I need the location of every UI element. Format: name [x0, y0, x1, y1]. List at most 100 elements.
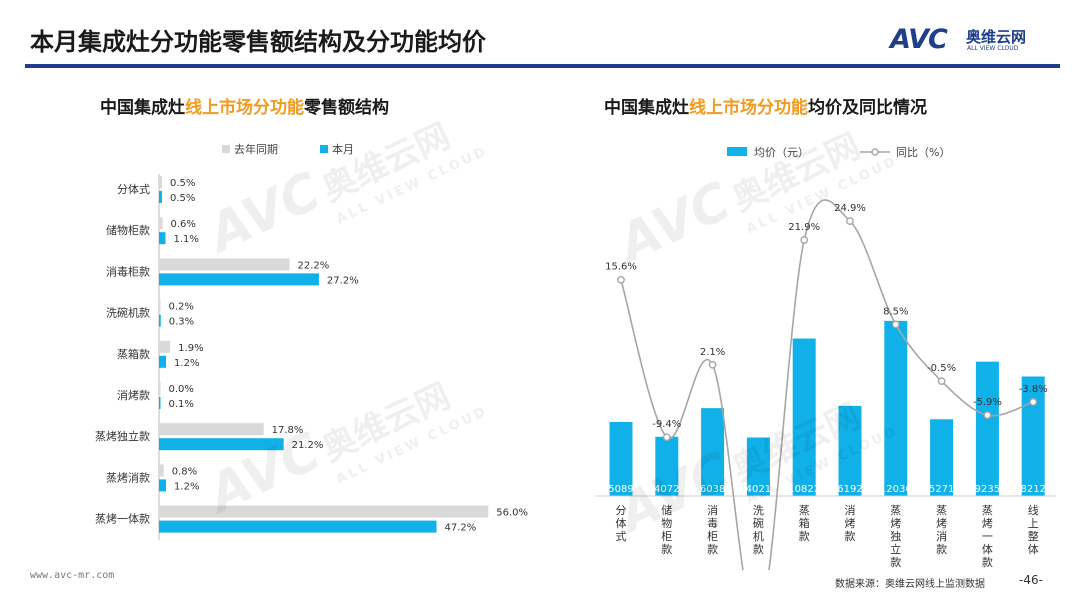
category-label: 消毒柜款	[106, 264, 150, 278]
yoy-point	[1029, 398, 1038, 406]
category-label-char: 款	[845, 529, 856, 543]
bar-last-year	[159, 423, 264, 436]
legend-label-current: 本月	[332, 142, 354, 156]
legend-swatch-price	[727, 147, 747, 156]
bar-current	[159, 438, 284, 451]
page-title: 本月集成灶分功能零售额结构及分功能均价	[30, 28, 486, 56]
bar-label-current: 0.3%	[169, 317, 194, 328]
category-label-char: 一	[982, 530, 993, 543]
yoy-label: -3.8%	[1019, 384, 1048, 395]
legend-swatch-last-year	[222, 145, 230, 153]
price-bar-label: 5271	[929, 484, 954, 495]
footer-url[interactable]: www.avc-mr.com	[30, 570, 115, 581]
category-label: 蒸烤独立款	[95, 429, 150, 443]
price-bar-label: 10822	[788, 484, 820, 495]
category-label-char: 烤	[845, 516, 856, 530]
yoy-point	[617, 275, 625, 284]
price-bar	[838, 405, 862, 496]
bar-last-year	[159, 299, 161, 312]
data-source: 数据来源：奥维云网线上监测数据	[835, 579, 985, 590]
category-label-char: 箱	[799, 516, 810, 530]
bar-label-current: 1.2%	[174, 481, 199, 492]
category-label: 蒸烤一体款	[95, 512, 150, 526]
price-bar-label: 12036	[880, 484, 912, 495]
right-chart-title: 中国集成灶线上市场分功能均价及同比情况	[604, 93, 927, 118]
legend-label-price: 均价（元）	[754, 146, 809, 159]
price-bar	[655, 436, 679, 496]
bar-label-last-year: 22.2%	[298, 260, 330, 271]
right-title-highlight: 线上市场分功能	[689, 98, 808, 118]
category-label-char: 体	[616, 516, 627, 530]
category-label-char: 机	[753, 529, 764, 543]
bar-current	[159, 397, 161, 409]
price-bar	[792, 338, 816, 496]
bar-last-year	[159, 464, 164, 477]
yoy-point	[891, 320, 900, 329]
category-label-char: 烤	[982, 516, 993, 530]
legend-marker-yoy	[871, 148, 879, 156]
category-label-char: 款	[661, 542, 672, 556]
left-title-highlight: 线上市场分功能	[185, 98, 304, 118]
price-bar-label: 6038	[700, 484, 725, 495]
category-label-char: 碗	[753, 516, 764, 530]
price-bar	[884, 320, 908, 496]
category-label: 蒸箱款	[117, 347, 150, 361]
bar-label-last-year: 0.5%	[170, 178, 195, 189]
bar-label-current: 21.2%	[292, 440, 324, 451]
bar-last-year	[159, 258, 290, 271]
right-title-post: 均价及同比情况	[808, 98, 927, 118]
bar-current	[159, 232, 166, 245]
category-label-char: 整	[1028, 529, 1039, 543]
price-bar-label: 4021	[746, 484, 771, 495]
price-bar	[975, 361, 999, 496]
yoy-label: -9.4%	[652, 419, 681, 430]
bar-label-current: 1.1%	[173, 234, 198, 245]
category-label-char: 毒	[707, 517, 718, 530]
category-label-char: 款	[982, 555, 993, 569]
bar-current	[159, 355, 167, 368]
bar-label-current: 1.2%	[174, 358, 199, 369]
price-bar	[609, 421, 633, 496]
price-bar-label: 5089	[608, 484, 633, 495]
category-label-char: 烤	[936, 516, 947, 530]
yoy-line	[620, 199, 1034, 570]
yoy-label: 8.5%	[883, 306, 908, 317]
category-label-char: 独	[890, 530, 901, 543]
legend-swatch-current	[320, 145, 328, 153]
bar-current	[159, 314, 161, 327]
category-label-char: 款	[799, 529, 810, 543]
yoy-label: -0.5%	[927, 363, 956, 374]
yoy-point	[937, 377, 946, 386]
legend-label-last-year: 去年同期	[234, 142, 278, 156]
yoy-point	[983, 411, 992, 420]
category-label-char: 上	[1028, 517, 1039, 530]
left-title-post: 零售额结构	[304, 98, 389, 118]
logo-en-text: ALL VIEW CLOUD	[967, 45, 1019, 52]
bar-label-last-year: 0.0%	[169, 384, 194, 395]
price-bar-label: 9235	[975, 484, 1000, 495]
yoy-point	[846, 217, 854, 226]
bar-last-year	[159, 382, 161, 394]
bar-label-last-year: 0.6%	[171, 219, 196, 230]
category-label-char: 物	[661, 516, 672, 530]
category-label: 储物柜款	[106, 223, 150, 237]
bar-label-current: 47.2%	[445, 523, 477, 534]
price-bar	[930, 419, 954, 496]
yoy-point	[708, 360, 717, 369]
category-label-char: 烤	[890, 516, 901, 530]
category-label-char: 消	[845, 503, 856, 517]
category-label: 蒸烤消款	[106, 470, 150, 484]
bar-current	[159, 273, 319, 286]
bar-label-last-year: 1.9%	[178, 343, 203, 354]
yoy-label: 2.1%	[700, 347, 725, 358]
category-label-char: 蒸	[799, 504, 810, 517]
bar-last-year	[159, 505, 489, 518]
category-label-char: 柜	[661, 530, 672, 543]
bar-last-year	[159, 217, 163, 230]
category-label-char: 款	[707, 542, 718, 556]
category-label-char: 蒸	[982, 504, 993, 517]
price-bar-label: 8212	[1020, 484, 1045, 495]
left-title-pre: 中国集成灶	[100, 98, 185, 118]
category-label-char: 立	[890, 542, 901, 556]
